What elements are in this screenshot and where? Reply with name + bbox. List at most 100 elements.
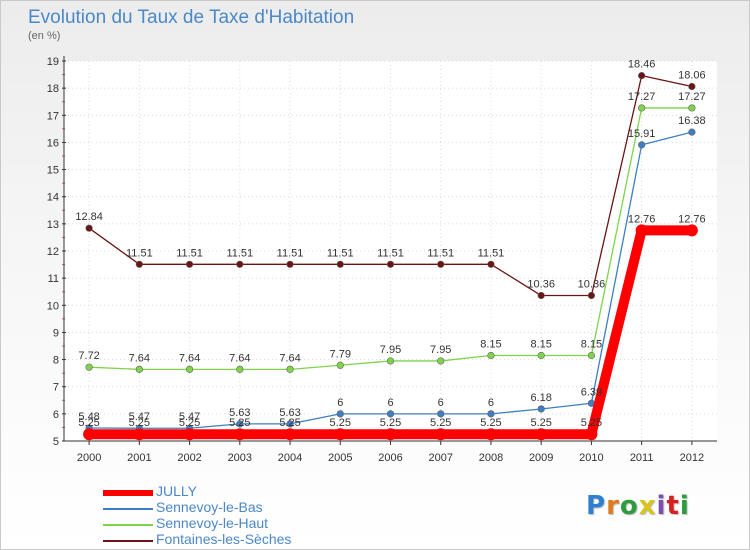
data-point [83,428,96,441]
data-point [286,260,294,268]
data-point [336,361,344,369]
data-label: 5.25 [581,417,602,429]
logo-letter: t [666,491,680,521]
data-point [487,410,495,418]
data-label: 11.51 [277,247,304,259]
data-point [437,410,445,418]
data-label: 5.25 [229,417,250,429]
y-tick-label: 6 [53,409,59,421]
y-tick-label: 16 [47,137,59,149]
x-tick-label: 2009 [529,452,553,464]
data-label: 18.46 [628,59,656,71]
data-point [185,365,194,373]
data-point [638,141,646,149]
data-point [635,224,648,237]
data-label: 5.25 [279,417,300,429]
data-label: 5.25 [78,417,99,429]
data-label: 5.47 [179,411,200,423]
data-label: 11.51 [327,247,354,259]
data-label: 6 [387,397,393,409]
legend-swatch [103,524,153,526]
data-label: 11.51 [478,247,505,259]
legend-swatch [103,540,153,542]
data-label: 12.76 [628,213,656,225]
y-tick-label: 11 [48,273,59,285]
data-point [587,291,596,300]
legend-label: Sennevoy-le-Bas [156,499,263,515]
data-point [236,260,244,268]
data-point [685,224,698,237]
y-tick-label: 18 [47,83,59,95]
x-tick-label: 2001 [127,452,151,464]
data-label: 6 [438,397,444,409]
y-tick-label: 8 [53,355,59,367]
data-label: 5.25 [480,417,501,429]
data-point [638,104,646,112]
chart-title: Evolution du Taux de Taxe d'Habitation [28,7,355,28]
legend-label: Sennevoy-le-Haut [156,515,269,531]
data-point [537,405,545,413]
data-label: 8.15 [480,339,501,351]
data-point [236,420,244,428]
logo-letter: x [638,491,657,521]
data-point [286,420,294,428]
data-point [384,428,397,441]
x-tick-label: 2006 [378,452,402,464]
data-label: 5.25 [129,417,150,429]
data-label: 16.38 [678,115,706,127]
data-label: 8.15 [581,339,602,351]
y-tick-label: 9 [53,327,59,339]
data-label: 11.51 [176,247,203,259]
data-label: 5.63 [229,407,250,419]
data-point [587,351,596,360]
data-point [537,291,545,300]
data-label: 5.25 [179,417,200,429]
data-label: 11.51 [427,247,454,259]
data-label: 7.95 [380,344,401,356]
data-label: 6 [337,397,343,409]
data-point [133,428,146,441]
data-label: 5.25 [430,417,451,429]
data-point [286,365,294,373]
logo-letter: r [606,491,620,521]
x-tick-label: 2010 [579,452,603,464]
data-label: 12.84 [75,211,103,223]
data-point [487,351,495,360]
data-point [535,428,548,441]
data-label: 5.48 [78,411,99,423]
data-point [336,410,344,418]
data-label: 18.06 [678,70,706,82]
data-label: 7.64 [129,352,150,364]
data-point [537,351,545,360]
data-point [437,260,445,268]
data-label: 11.51 [126,247,153,259]
data-label: 7.95 [430,344,451,356]
legend-label: Fontaines-les-Sèches [156,531,292,547]
data-point [85,363,93,371]
x-tick-label: 2011 [630,452,654,464]
y-axis-unit: (en %) [28,30,61,42]
data-point [585,428,598,441]
data-point [135,260,143,268]
x-tick-label: 2012 [680,452,704,464]
legend-label: JULLY [156,483,197,499]
data-label: 6 [488,397,494,409]
data-point [386,357,395,365]
y-tick-label: 19 [47,56,59,68]
data-label: 7.64 [279,352,300,364]
data-point [336,260,344,268]
data-point [183,428,196,441]
y-tick-label: 5 [53,436,59,448]
data-label: 10.36 [578,279,606,291]
proxiti-logo[interactable]: Proxiti [586,491,690,521]
x-tick-label: 2004 [278,452,302,464]
data-point [434,428,447,441]
data-point [233,428,246,441]
data-label: 7.64 [229,352,250,364]
y-tick-label: 17 [47,110,59,122]
data-label: 17.27 [628,91,656,103]
x-tick-label: 2008 [479,452,503,464]
data-point [334,428,347,441]
